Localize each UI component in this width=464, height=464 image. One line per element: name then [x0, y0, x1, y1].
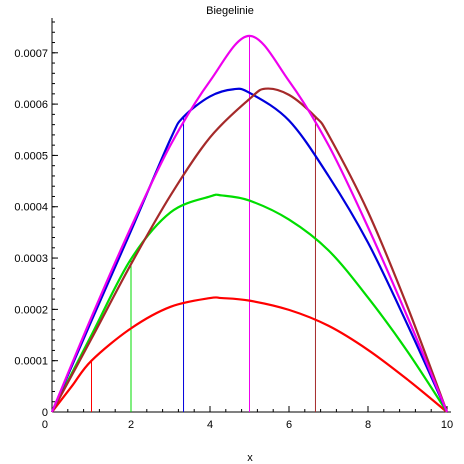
- series-line-4: [51, 87, 449, 413]
- series-line-2: [51, 193, 448, 413]
- x-tick-label: 0: [42, 419, 48, 431]
- y-tick-label: 0: [42, 407, 48, 419]
- y-tick-label: 0.0007: [14, 48, 48, 60]
- x-tick-label: 6: [286, 419, 292, 431]
- y-tick-label: 0.0003: [14, 253, 48, 265]
- chart-title: Biegelinie: [206, 5, 254, 17]
- y-tick-label: 0.0005: [14, 150, 48, 162]
- axis-tick-labels: 0 0.0001 0.0002 0.0003 0.0004 0.0005 0.0006 0.0…: [14, 48, 453, 431]
- series-line-3: [50, 87, 449, 413]
- x-tick-label: 8: [365, 419, 371, 431]
- x-tick-label: 4: [207, 419, 213, 431]
- y-tick-label: 0.0004: [14, 202, 48, 214]
- y-tick-label: 0.0006: [14, 99, 48, 111]
- x-tick-label: 10: [441, 419, 453, 431]
- y-tick-label: 0.0002: [14, 304, 48, 316]
- series-line-5: [50, 34, 449, 413]
- y-tick-label: 0.0001: [14, 356, 48, 368]
- deflection-curves: [50, 34, 449, 413]
- x-axis-label: x: [247, 452, 253, 464]
- x-tick-label: 2: [128, 419, 134, 431]
- axes: [51, 18, 451, 413]
- series-line-1: [51, 296, 448, 413]
